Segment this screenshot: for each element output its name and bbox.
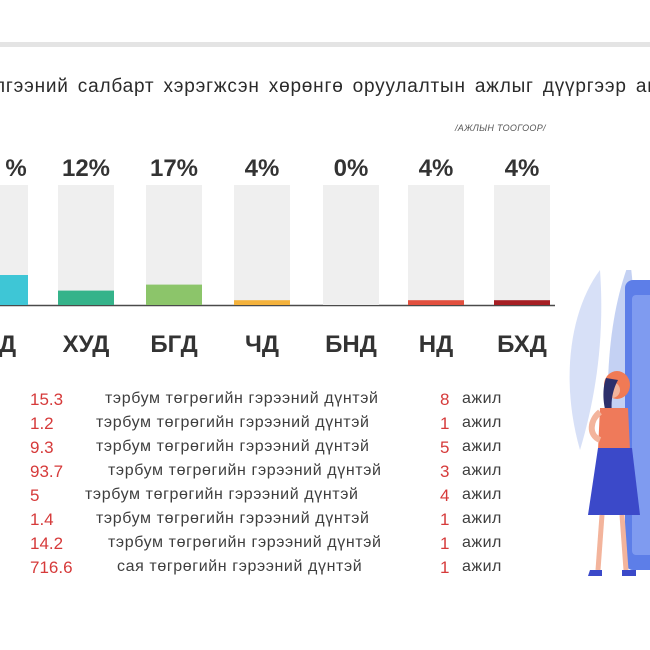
stat-count: 8 [440, 390, 450, 409]
unit-note: /АЖЛЫН ТООГООР/ [455, 123, 546, 133]
value-label: 12% [62, 155, 110, 182]
category-label: БГД [150, 331, 197, 358]
bar-ХУД [58, 290, 114, 305]
stat-value: 716.6 [30, 558, 73, 577]
bar-track [408, 185, 464, 305]
stat-row: 1.4 тэрбум төгрөгийн гэрээний дүнтэй 1 ажил [0, 510, 650, 532]
leg-right [619, 514, 629, 571]
stat-unit: ажил [462, 414, 502, 431]
value-label: 4% [245, 155, 280, 182]
stat-count: 3 [440, 462, 450, 481]
skirt-shape [588, 448, 640, 515]
stat-count: 1 [440, 558, 450, 577]
stat-description: тэрбум төгрөгийн гэрээний дүнтэй [96, 414, 370, 431]
value-label: 4% [505, 155, 540, 182]
stat-row: 1.2 тэрбум төгрөгийн гэрээний дүнтэй 1 ажил [0, 414, 650, 436]
value-label: 0% [334, 155, 369, 182]
stat-count: 1 [440, 414, 450, 433]
bar-chart: % ЗД 12% ХУД 17% БГД 4% ЧД 0% БНД 4% НД 4% БХД [0, 155, 555, 358]
stat-description: тэрбум төгрөгийн гэрээний дүнтэй [105, 390, 379, 407]
stat-description: тэрбум төгрөгийн гэрээний дүнтэй [85, 486, 359, 503]
stat-count: 1 [440, 534, 450, 553]
stat-count: 1 [440, 510, 450, 529]
stat-description: тэрбум төгрөгийн гэрээний дүнтэй [96, 510, 370, 527]
bar-track [58, 185, 114, 305]
stat-value: 14.2 [30, 534, 64, 553]
stat-unit: ажил [462, 438, 502, 455]
bar-ДД [0, 275, 28, 305]
category-label: ЗД [0, 331, 16, 358]
phone-screen [632, 295, 650, 555]
bar-БГД [146, 284, 202, 305]
stat-count: 5 [440, 438, 450, 457]
stat-row: 716.6 сая төгрөгийн гэрээний дүнтэй 1 ажил [0, 558, 650, 580]
stat-value: 9.3 [30, 438, 54, 457]
bar-ЧД [234, 300, 290, 305]
woman-with-phone-icon [569, 270, 650, 576]
shoe-left [588, 570, 602, 576]
value-label: % [5, 155, 26, 182]
bar-track [494, 185, 550, 305]
category-label: БНД [325, 331, 377, 358]
stat-unit: ажил [462, 534, 502, 551]
stat-row: 9.3 тэрбум төгрөгийн гэрээний дүнтэй 5 ажил [0, 438, 650, 460]
value-label: 17% [150, 155, 198, 182]
page-title: лгээний салбарт хэрэгжсэн хөрөнгө оруула… [0, 76, 650, 97]
category-label: НД [419, 331, 453, 358]
stat-value: 5 [30, 486, 40, 505]
stat-count: 4 [440, 486, 450, 505]
stat-row: 5 тэрбум төгрөгийн гэрээний дүнтэй 4 ажил [0, 486, 650, 508]
stat-description: тэрбум төгрөгийн гэрээний дүнтэй [108, 462, 382, 479]
shoe-right [622, 570, 636, 576]
leaf-shape [569, 270, 602, 450]
value-label: 4% [419, 155, 454, 182]
stat-description: тэрбум төгрөгийн гэрээний дүнтэй [108, 534, 382, 551]
stat-description: сая төгрөгийн гэрээний дүнтэй [117, 558, 363, 575]
stat-value: 15.3 [30, 390, 64, 409]
bar-track [323, 185, 379, 305]
stat-row: 93.7 тэрбум төгрөгийн гэрээний дүнтэй 3 ажи… [0, 462, 650, 484]
leg-left [595, 514, 605, 571]
top-divider [0, 42, 650, 47]
stat-unit: ажил [462, 486, 502, 503]
stat-unit: ажил [462, 462, 502, 479]
shirt-shape [598, 408, 630, 450]
hair-shape [603, 378, 618, 430]
category-label: ХУД [63, 331, 110, 358]
arm-shape [588, 409, 603, 443]
bar-БХД [494, 300, 550, 305]
category-label: ЧД [245, 331, 279, 358]
stat-row: 14.2 тэрбум төгрөгийн гэрээний дүнтэй 1 ажи… [0, 534, 650, 556]
category-label: БХД [497, 331, 547, 358]
bar-НД [408, 300, 464, 305]
stat-description: тэрбум төгрөгийн гэрээний дүнтэй [96, 438, 370, 455]
stat-unit: ажил [462, 390, 502, 407]
stat-value: 1.2 [30, 414, 54, 433]
stat-value: 1.4 [30, 510, 54, 529]
bar-track [234, 185, 290, 305]
stat-row: 15.3 тэрбум төгрөгийн гэрээний дүнтэй 8 ажи… [0, 390, 650, 412]
stat-value: 93.7 [30, 462, 64, 481]
stat-unit: ажил [462, 558, 502, 575]
stat-unit: ажил [462, 510, 502, 527]
